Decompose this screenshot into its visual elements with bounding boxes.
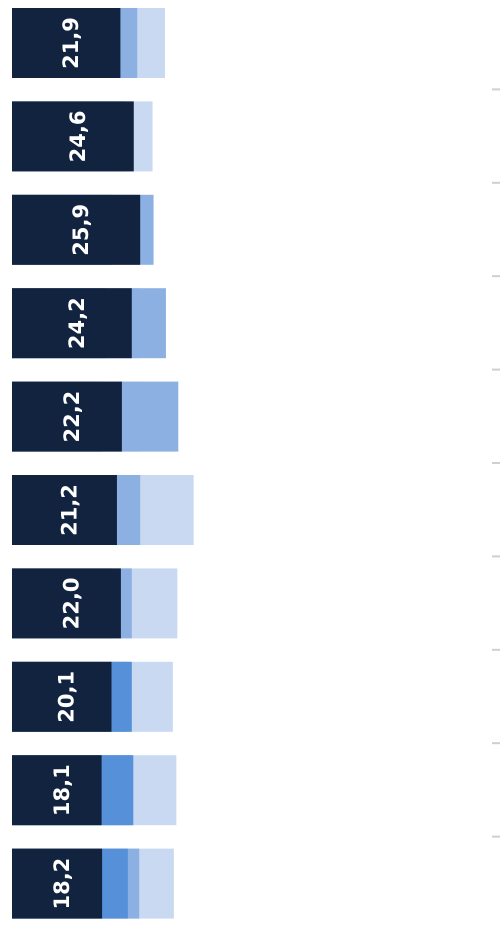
row-separator (492, 742, 500, 745)
value-label: 18,1 (50, 764, 74, 816)
row-separator (492, 181, 500, 184)
value-label: 20,1 (55, 671, 79, 723)
value-label: 21,2 (57, 484, 81, 536)
bar-segment (12, 755, 102, 826)
value-label: 22,2 (60, 391, 84, 443)
value-label: 22,0 (59, 577, 83, 629)
value-label: 24,6 (66, 110, 90, 162)
row-separator (492, 555, 500, 558)
bar-segment (12, 101, 134, 172)
row-separator (492, 648, 500, 651)
bar-segment (12, 381, 122, 452)
bar-segment (12, 661, 112, 732)
bar-segment (12, 568, 121, 639)
bar-segment (12, 848, 103, 919)
value-label: 24,2 (65, 297, 89, 349)
row-separator (492, 462, 500, 464)
bar-segment (12, 475, 117, 545)
value-label: 25,9 (69, 204, 93, 256)
bar-segment (12, 8, 121, 78)
bar-segment (12, 194, 141, 265)
row-separator (492, 368, 500, 371)
row-separator (492, 835, 500, 838)
row-separator (492, 275, 500, 278)
value-label: 21,9 (59, 17, 83, 69)
bar-segment (12, 288, 132, 359)
value-label: 18,2 (50, 858, 74, 910)
row-separator (492, 88, 500, 91)
